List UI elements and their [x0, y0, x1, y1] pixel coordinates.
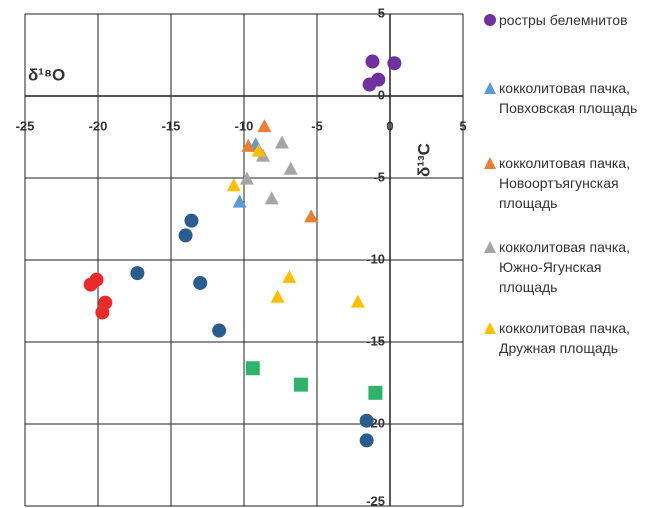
legend-marker — [484, 241, 496, 253]
legend-entry: ростры белемнитов — [484, 10, 628, 30]
y-tick-label: -10 — [366, 251, 385, 266]
triangle-marker — [251, 143, 266, 157]
circle-marker — [365, 54, 380, 69]
triangle-marker — [274, 135, 289, 149]
triangle-marker — [282, 270, 297, 284]
circle-marker — [130, 266, 145, 281]
circle-marker — [95, 305, 110, 320]
legend-label: ростры белемнитов — [499, 12, 628, 28]
legend-marker — [484, 14, 496, 26]
y-tick-label: 0 — [378, 87, 385, 102]
square-marker — [293, 377, 308, 392]
circle-marker — [184, 213, 199, 228]
y-tick-label: -25 — [366, 493, 385, 508]
y-tick-label: -15 — [366, 333, 385, 348]
circle-marker — [178, 228, 193, 243]
legend-marker — [484, 82, 496, 94]
circle-marker — [387, 56, 402, 71]
legend-marker — [484, 322, 496, 334]
x-tick-label: -10 — [235, 118, 254, 133]
y-tick-label: -5 — [373, 169, 385, 184]
triangle-marker — [241, 138, 256, 152]
circle-marker — [359, 413, 374, 428]
circle-marker — [193, 275, 208, 290]
triangle-marker — [226, 178, 241, 192]
legend-entry: кокколитовая пачка, Повховская площадь — [484, 78, 637, 118]
x-tick-label: -5 — [311, 118, 323, 133]
triangle-marker — [232, 194, 247, 208]
legend-label: кокколитовая пачка, Южно-Ягунская площад… — [499, 239, 630, 295]
grid — [24, 13, 464, 507]
square-marker — [368, 385, 383, 400]
x-axis-label: δ¹⁸O — [28, 65, 65, 84]
triangle-marker — [270, 289, 285, 303]
circle-marker — [362, 77, 377, 92]
x-tick-label: -20 — [89, 118, 108, 133]
triangle-marker — [283, 161, 298, 175]
circle-marker — [359, 433, 374, 448]
y-tick-label: 5 — [378, 5, 385, 20]
circle-marker — [83, 277, 98, 292]
legend-label: кокколитовая пачка, Дружная площадь — [499, 320, 630, 356]
y-axis-label: δ¹³C — [414, 143, 433, 177]
triangle-marker — [239, 171, 254, 185]
x-tick-label: -25 — [16, 118, 35, 133]
legend-label: кокколитовая пачка, Повховская площадь — [499, 80, 638, 116]
circle-marker — [212, 323, 227, 338]
triangle-marker — [350, 294, 365, 308]
x-tick-label: -15 — [162, 118, 181, 133]
x-tick-label: 0 — [386, 118, 393, 133]
triangle-marker — [264, 191, 279, 205]
square-marker — [245, 361, 260, 376]
x-tick-label: 5 — [459, 118, 466, 133]
legend-label: кокколитовая пачка, Новоортъягунская пло… — [499, 155, 630, 211]
legend-entry: кокколитовая пачка, Дружная площадь — [484, 318, 630, 358]
legend-entry: кокколитовая пачка, Новоортъягунская пло… — [484, 153, 630, 213]
legend-entry: кокколитовая пачка, Южно-Ягунская площад… — [484, 237, 630, 297]
triangle-marker — [257, 119, 272, 133]
triangle-marker — [304, 209, 319, 223]
legend-marker — [484, 157, 496, 169]
